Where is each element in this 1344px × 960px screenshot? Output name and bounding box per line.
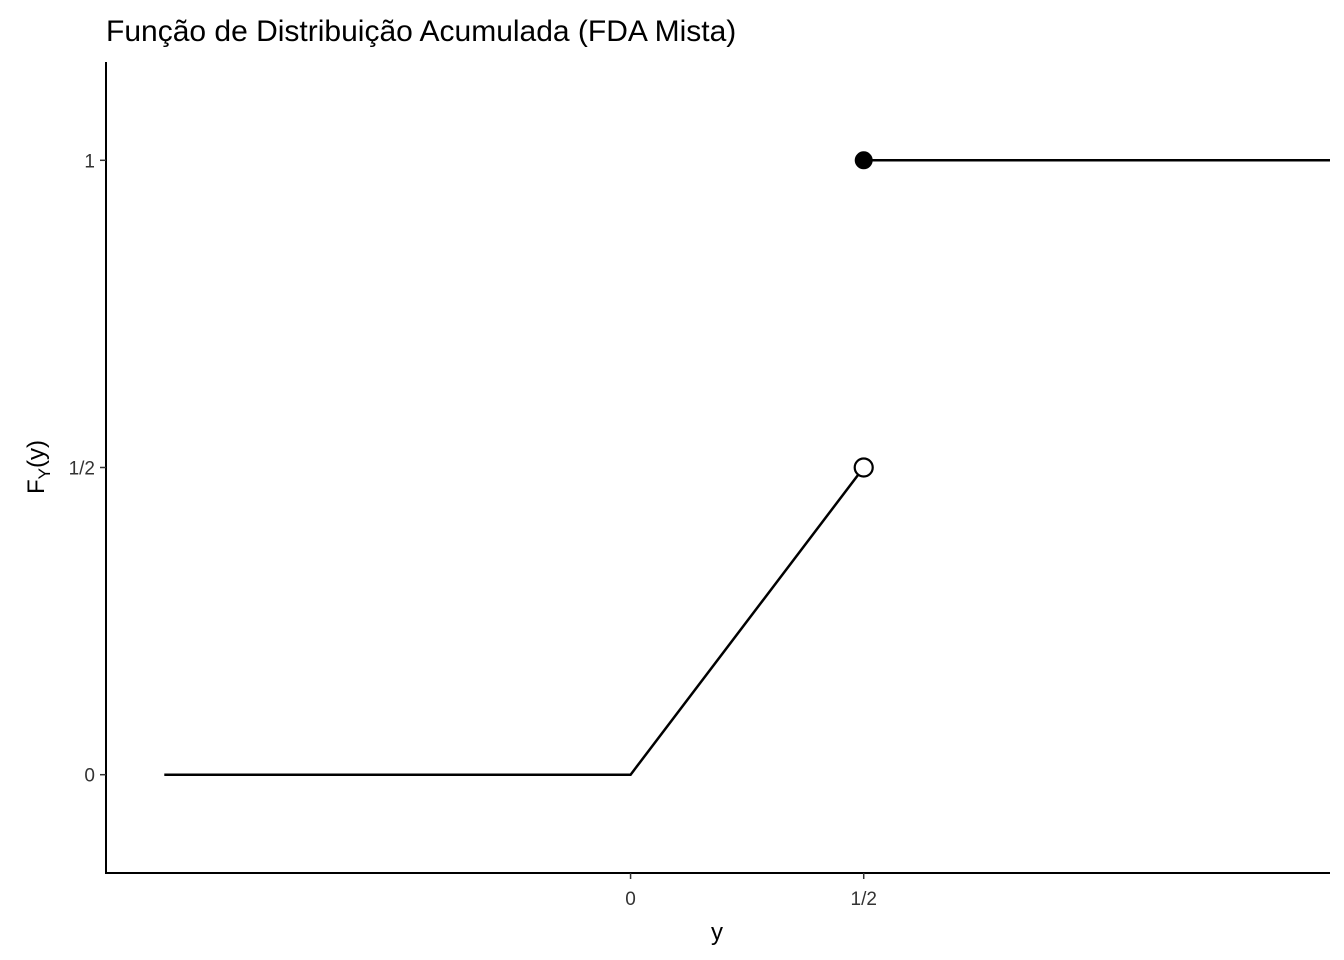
y-tick-label: 0 xyxy=(84,766,95,787)
plot-area xyxy=(164,151,1330,776)
x-tick-label: 1/2 xyxy=(851,889,877,910)
x-tick-label: 0 xyxy=(625,889,636,910)
open-point-marker xyxy=(853,457,874,478)
x-axis-title: y xyxy=(711,919,723,946)
y-axis-ticks: 0 1/2 1 xyxy=(69,151,106,787)
y-axis-title-suffix: (y) xyxy=(23,440,50,468)
x-axis-ticks: 0 1/2 xyxy=(625,873,877,910)
chart-title: Função de Distribuição Acumulada (FDA Mi… xyxy=(106,15,736,48)
y-tick-label: 1 xyxy=(84,151,95,172)
y-tick-label: 1/2 xyxy=(69,459,95,480)
y-axis-title: FY(y) xyxy=(23,440,54,494)
cdf-segment-1 xyxy=(164,466,865,776)
closed-point-marker xyxy=(854,151,873,170)
y-axis-title-main: F xyxy=(23,479,50,494)
y-axis-title-subscript: Y xyxy=(35,468,54,479)
